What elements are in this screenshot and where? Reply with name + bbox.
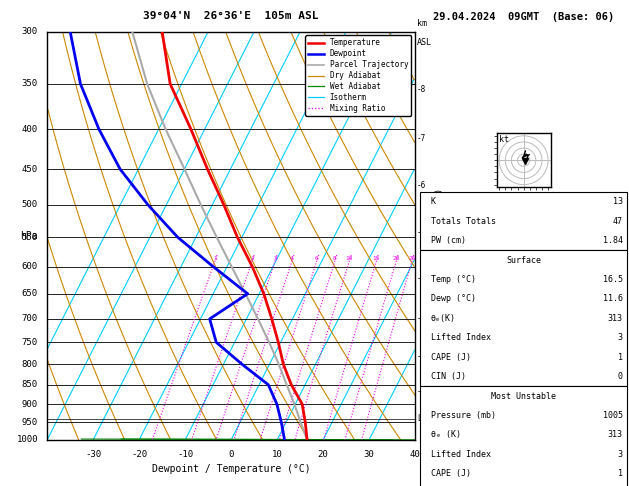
Text: Lifted Index: Lifted Index: [431, 450, 491, 459]
Text: Temp (°C): Temp (°C): [431, 275, 476, 284]
Text: Most Unstable: Most Unstable: [491, 392, 556, 400]
Text: 313: 313: [608, 314, 623, 323]
Text: 550: 550: [22, 233, 38, 242]
Text: 4: 4: [290, 256, 294, 261]
Text: 16.5: 16.5: [603, 275, 623, 284]
Text: -30: -30: [85, 450, 101, 459]
Text: Pressure (mb): Pressure (mb): [431, 411, 496, 420]
Text: 29.04.2024  09GMT  (Base: 06): 29.04.2024 09GMT (Base: 06): [433, 12, 615, 22]
Text: 650: 650: [22, 289, 38, 298]
Text: 313: 313: [608, 431, 623, 439]
Bar: [420, 250, 627, 386]
Text: 39°04'N  26°36'E  105m ASL: 39°04'N 26°36'E 105m ASL: [143, 11, 319, 21]
Text: 800: 800: [22, 360, 38, 369]
Text: 1005: 1005: [603, 411, 623, 420]
Text: 25: 25: [408, 256, 416, 261]
Text: 10: 10: [345, 256, 353, 261]
Text: -2: -2: [417, 352, 426, 361]
Text: -1: -1: [417, 387, 426, 396]
Text: 3: 3: [618, 333, 623, 342]
Text: 8: 8: [333, 256, 337, 261]
Text: -10: -10: [177, 450, 193, 459]
Text: 2: 2: [250, 256, 254, 261]
Text: 13: 13: [613, 197, 623, 206]
Text: 1: 1: [618, 469, 623, 478]
Text: © weatheronline.co.uk: © weatheronline.co.uk: [475, 473, 572, 482]
Text: θₑ (K): θₑ (K): [431, 431, 461, 439]
Text: CAPE (J): CAPE (J): [431, 469, 471, 478]
Text: CAPE (J): CAPE (J): [431, 353, 471, 362]
Text: -6: -6: [417, 181, 426, 190]
Text: -5: -5: [417, 227, 426, 237]
Text: PW (cm): PW (cm): [431, 236, 466, 245]
Text: 11.6: 11.6: [603, 295, 623, 303]
Text: 300: 300: [22, 27, 38, 36]
Bar: [420, 192, 627, 250]
Text: 40: 40: [409, 450, 421, 459]
Text: Totals Totals: Totals Totals: [431, 217, 496, 226]
Text: -20: -20: [131, 450, 147, 459]
Text: 600: 600: [22, 262, 38, 271]
Text: hPa: hPa: [20, 231, 38, 241]
Text: LCL: LCL: [417, 415, 431, 423]
Text: 20: 20: [392, 256, 400, 261]
Text: CIN (J): CIN (J): [431, 372, 466, 381]
Legend: Temperature, Dewpoint, Parcel Trajectory, Dry Adiabat, Wet Adiabat, Isotherm, Mi: Temperature, Dewpoint, Parcel Trajectory…: [305, 35, 411, 116]
Text: ASL: ASL: [417, 38, 432, 47]
Text: 15: 15: [373, 256, 380, 261]
Text: -4: -4: [417, 274, 426, 283]
Text: Mixing Ratio (g/kg): Mixing Ratio (g/kg): [435, 188, 443, 283]
Text: 1: 1: [618, 353, 623, 362]
Text: 500: 500: [22, 200, 38, 209]
Text: 700: 700: [22, 314, 38, 323]
Text: K: K: [431, 197, 436, 206]
Text: 1.84: 1.84: [603, 236, 623, 245]
Bar: [420, 386, 627, 486]
Text: kt: kt: [499, 135, 509, 144]
Text: -7: -7: [417, 134, 426, 143]
Text: Dewpoint / Temperature (°C): Dewpoint / Temperature (°C): [152, 464, 311, 474]
Text: 47: 47: [613, 217, 623, 226]
Text: 20: 20: [318, 450, 328, 459]
Text: 900: 900: [22, 399, 38, 409]
Text: 0: 0: [228, 450, 234, 459]
Text: Lifted Index: Lifted Index: [431, 333, 491, 342]
Text: Dewp (°C): Dewp (°C): [431, 295, 476, 303]
Text: 0: 0: [618, 372, 623, 381]
Text: 1000: 1000: [16, 435, 38, 444]
Text: 1: 1: [213, 256, 217, 261]
Text: 3: 3: [273, 256, 277, 261]
Text: 400: 400: [22, 124, 38, 134]
Text: km: km: [417, 18, 427, 28]
Text: 10: 10: [272, 450, 282, 459]
Text: 30: 30: [364, 450, 374, 459]
Text: 750: 750: [22, 338, 38, 347]
Text: 6: 6: [315, 256, 319, 261]
Text: -3: -3: [417, 314, 426, 323]
Text: 350: 350: [22, 79, 38, 88]
Text: 950: 950: [22, 418, 38, 427]
Text: 450: 450: [22, 165, 38, 174]
Text: Surface: Surface: [506, 256, 541, 264]
Text: 850: 850: [22, 380, 38, 389]
Text: 3: 3: [618, 450, 623, 459]
Text: -8: -8: [417, 85, 426, 94]
Text: θₑ(K): θₑ(K): [431, 314, 456, 323]
